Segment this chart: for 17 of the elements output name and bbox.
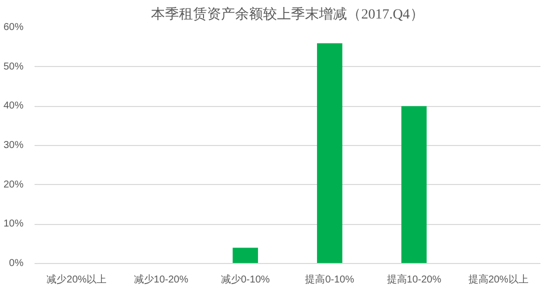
y-tick-label: 10% [3, 218, 24, 230]
x-tick-label: 减少0-10% [220, 274, 270, 286]
bar [401, 106, 427, 264]
chart-title: 本季租赁资产余额较上季末增减（2017.Q4） [151, 6, 424, 22]
bar [232, 248, 258, 264]
x-tick-label: 提高10-20% [386, 274, 442, 286]
x-tick-label: 减少10-20% [134, 274, 188, 286]
y-tick-label: 40% [3, 100, 24, 112]
y-tick-label: 0% [9, 258, 24, 269]
bar [317, 43, 342, 264]
x-tick-label: 提高0-10% [305, 274, 354, 286]
y-tick-label: 50% [3, 61, 24, 72]
y-tick-label: 20% [3, 179, 24, 190]
y-tick-label: 60% [3, 22, 24, 33]
y-tick-label: 30% [3, 140, 24, 151]
x-tick-label: 减少20%以上 [46, 274, 107, 286]
x-tick-label: 提高20%以上 [468, 274, 528, 286]
